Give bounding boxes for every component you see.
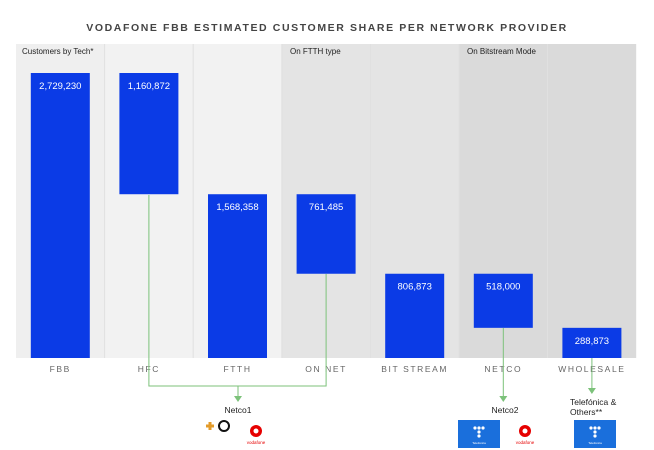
vodafone-logo-icon — [253, 428, 259, 434]
telefonica-dot — [477, 426, 481, 430]
value-label: 1,160,872 — [128, 81, 170, 92]
vodafone-logo-text: vodafone — [247, 440, 266, 445]
value-label: 806,873 — [398, 282, 432, 293]
arrow-icon — [587, 388, 596, 394]
telefonica-dot — [597, 426, 601, 430]
section-label: On Bitstream Mode — [467, 47, 536, 56]
telefonica-logo-text: Telefonica — [472, 441, 486, 445]
telefonica-logo-text: Telefonica — [588, 441, 602, 445]
group-label-netco1: Netco1 — [225, 405, 252, 415]
vodafone-logo-text: vodafone — [516, 440, 535, 445]
telefonica-dot — [593, 434, 597, 438]
category-label: ON NET — [305, 364, 347, 374]
value-label: 518,000 — [486, 282, 520, 293]
masorange-logo-icon — [206, 422, 214, 430]
category-label: NETCO — [484, 364, 522, 374]
telefonica-dot — [473, 426, 477, 430]
section-label: Customers by Tech* — [22, 47, 93, 56]
masorange-logo-icon — [218, 420, 230, 432]
telefonica-logo-icon — [574, 420, 616, 448]
telefonica-dot — [593, 430, 597, 434]
bar-bit-stream — [385, 273, 445, 358]
value-label: 2,729,230 — [39, 81, 81, 92]
telefonica-dot — [481, 426, 485, 430]
bar-ftth — [208, 194, 267, 358]
category-label: FTTH — [223, 364, 251, 374]
telefonica-dot — [477, 434, 481, 438]
vodafone-logo-icon — [522, 428, 528, 434]
bar-netco — [473, 273, 533, 328]
category-label: FBB — [50, 364, 71, 374]
category-label: BIT STREAM — [381, 364, 448, 374]
telefonica-logo-icon — [458, 420, 500, 448]
group-label-telefonica: Telefónica & Others** — [570, 397, 617, 417]
group-label-netco2: Netco2 — [492, 405, 519, 415]
bar-on-net — [296, 194, 356, 274]
telefonica-dot — [589, 426, 593, 430]
chart-title: VODAFONE FBB ESTIMATED CUSTOMER SHARE PE… — [86, 22, 568, 34]
bar-hfc — [119, 73, 179, 195]
value-label: 1,568,358 — [216, 202, 258, 213]
column-background — [547, 44, 637, 358]
value-label: 288,873 — [575, 336, 609, 347]
section-label: On FTTH type — [290, 47, 341, 56]
category-label: WHOLESALE — [558, 364, 625, 374]
bar-wholesale — [562, 327, 622, 358]
value-label: 761,485 — [309, 202, 343, 213]
telefonica-dot — [477, 430, 481, 434]
telefonica-dot — [593, 426, 597, 430]
arrow-icon — [234, 396, 242, 402]
category-label: HFC — [138, 364, 160, 374]
arrow-icon — [499, 396, 508, 402]
bar-fbb — [30, 73, 90, 358]
